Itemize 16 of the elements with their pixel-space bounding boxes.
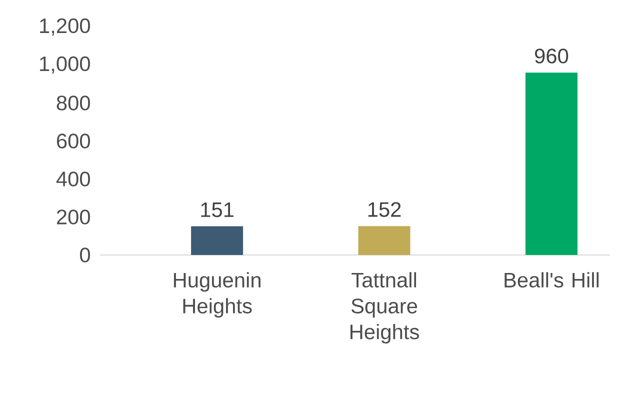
y-tick-label: 1,000	[40, 56, 90, 74]
x-tick-label: Beall's Hill	[504, 272, 599, 288]
y-tick-label: 600	[56, 134, 90, 148]
y-tick-label: 400	[56, 172, 90, 186]
data-label: 152	[368, 202, 401, 217]
bar	[191, 226, 244, 255]
x-tick-label: Tattnall Square Heights	[350, 272, 419, 344]
y-tick-label: 1,200	[40, 18, 90, 36]
y-tick-label: 0	[80, 248, 90, 262]
bar	[525, 72, 578, 255]
data-label: 151	[201, 202, 234, 218]
y-tick-label: 200	[56, 210, 90, 224]
bar	[358, 226, 410, 255]
y-tick-label: 800	[56, 96, 90, 110]
x-tick-label: Huguenin Heights	[174, 272, 260, 318]
data-label: 960	[535, 48, 568, 64]
